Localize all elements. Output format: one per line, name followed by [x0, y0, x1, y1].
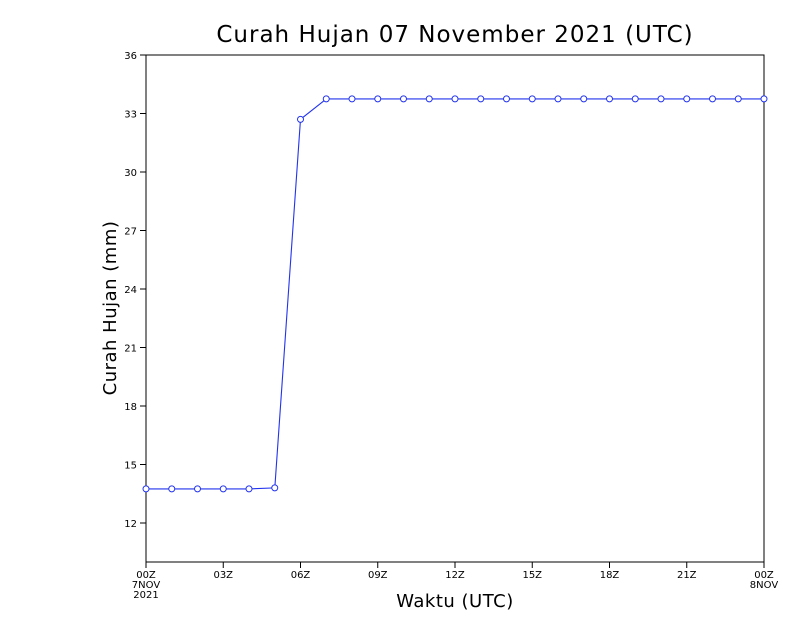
- y-tick-label: 24: [124, 285, 137, 296]
- x-tick-label: 00Z: [136, 570, 156, 581]
- data-point: [297, 115, 304, 123]
- data-point: [606, 95, 613, 103]
- data-point: [374, 95, 382, 103]
- x-tick-label: 03Z: [213, 570, 233, 581]
- data-point: [477, 95, 485, 103]
- x-tick-label: 06Z: [291, 570, 311, 581]
- data-point: [528, 95, 536, 103]
- y-tick-label: 21: [124, 344, 137, 355]
- y-tick-label: 33: [124, 110, 137, 121]
- data-point: [503, 95, 510, 103]
- data-point: [631, 95, 639, 103]
- x-tick-label: 09Z: [368, 570, 388, 581]
- data-point: [760, 95, 768, 103]
- x-tick-label: 15Z: [522, 570, 542, 581]
- data-point: [348, 95, 356, 103]
- plot-area: [145, 54, 765, 563]
- rainfall-series-line: [146, 98, 764, 490]
- series-layer: [142, 95, 768, 493]
- y-tick-label: 36: [124, 51, 137, 62]
- x-tick-label: 21Z: [677, 570, 697, 581]
- y-tick-label: 18: [124, 402, 137, 413]
- data-point: [322, 95, 330, 103]
- data-point: [683, 95, 691, 103]
- y-tick-label: 15: [124, 461, 137, 472]
- y-axis: 12 15 18 21 24 27 30 33 36: [124, 51, 146, 530]
- data-point: [400, 95, 407, 103]
- data-point: [451, 95, 459, 103]
- data-point: [219, 485, 227, 493]
- x-tick-label: 12Z: [445, 570, 465, 581]
- x-tick-sublabel: 7NOV: [132, 580, 161, 591]
- y-tick-label: 12: [124, 519, 137, 530]
- data-point: [168, 485, 176, 493]
- x-tick-label: 00Z: [754, 570, 774, 581]
- data-point: [245, 485, 253, 493]
- x-axis-label: Waktu (UTC): [396, 591, 514, 612]
- chart-title: Curah Hujan 07 November 2021 (UTC): [216, 22, 693, 48]
- data-point: [271, 484, 279, 492]
- y-tick-label: 27: [124, 227, 137, 238]
- y-tick-label: 30: [124, 168, 137, 179]
- data-point: [554, 95, 562, 103]
- y-axis-label: Curah Hujan (mm): [100, 221, 121, 396]
- data-point: [425, 95, 433, 103]
- data-point: [194, 485, 201, 493]
- data-point: [580, 95, 588, 103]
- x-tick-label: 18Z: [600, 570, 620, 581]
- data-point: [142, 485, 150, 493]
- x-tick-sublabel: 2021: [133, 590, 158, 601]
- data-point: [734, 95, 742, 103]
- x-tick-sublabel: 8NOV: [750, 580, 779, 591]
- data-point: [709, 95, 716, 103]
- data-point: [657, 95, 665, 103]
